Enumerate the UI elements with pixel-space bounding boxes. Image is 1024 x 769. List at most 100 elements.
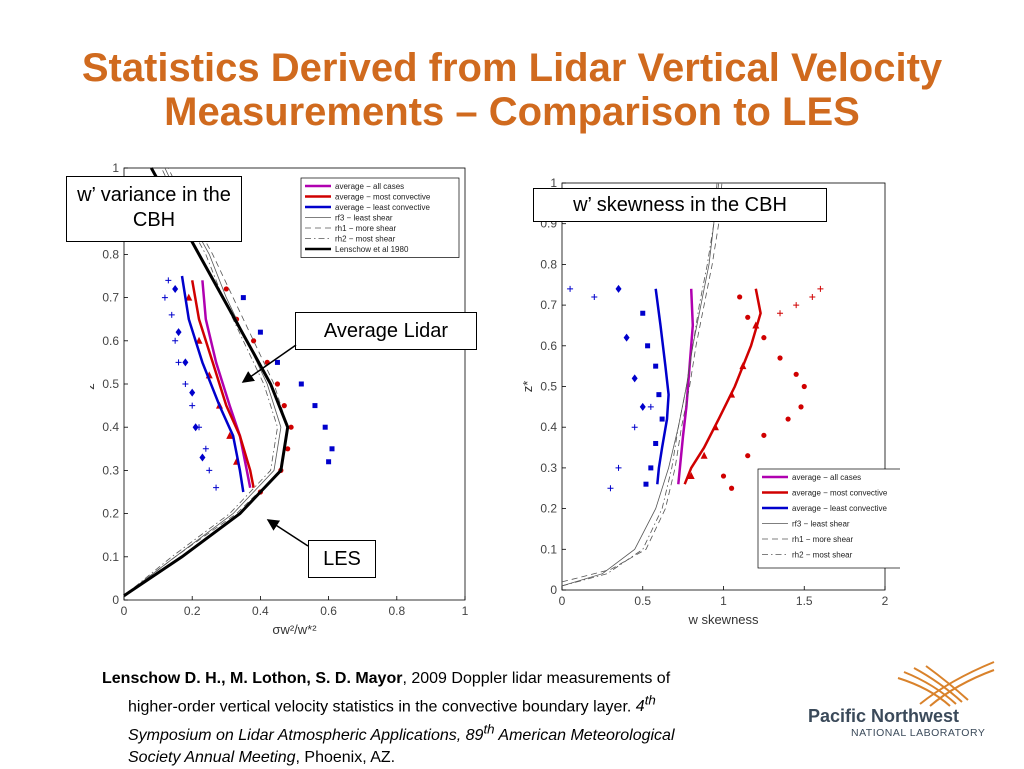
les-callout: LES [308,540,376,578]
reference-line3: Symposium on Lidar Atmospheric Applicati… [102,718,872,746]
data-point [192,423,199,432]
slide-title-line2: Measurements – Comparison to LES [164,90,860,134]
data-point [640,310,646,316]
reference-part2: higher-order vertical velocity statistic… [128,698,636,716]
reference-sup2: th [483,721,495,737]
les-callout-text: LES [323,548,361,570]
series-line [654,288,670,485]
data-point [645,343,651,349]
legend-label: rh2 − most shear [335,235,396,244]
x-tick-label: 0 [121,604,128,618]
series-line [123,167,278,597]
data-point [165,277,172,284]
data-point [785,416,791,422]
y-tick-label: 0.3 [102,463,119,477]
legend-label: average − most convective [792,489,888,498]
legend-label: rh1 − more shear [335,224,396,233]
y-tick-label: 0.1 [540,542,557,556]
data-point [643,481,649,487]
reference-part1: , 2009 Doppler lidar measurements of [402,670,671,687]
data-point [607,485,614,492]
skewness-callout: w’ skewness in the CBH [533,188,827,222]
skewness-callout-text: w’ skewness in the CBH [573,194,787,216]
reference-line1: Lenschow D. H., M. Lothon, S. D. Mayor, … [102,668,872,690]
y-tick-label: 0.7 [102,291,119,305]
data-point [329,446,335,452]
x-tick-label: 0.6 [320,604,337,618]
data-point [226,431,234,439]
x-tick-label: 1 [462,604,469,618]
x-tick-label: 1.5 [796,594,813,608]
x-tick-label: 1 [720,594,727,608]
data-point [817,285,824,292]
reference: Lenschow D. H., M. Lothon, S. D. Mayor, … [102,668,872,769]
reference-line2: higher-order vertical velocity statistic… [102,690,872,718]
legend-label: rf3 − least shear [792,520,850,529]
data-point [793,371,799,377]
series-line [683,288,762,485]
data-point [285,446,291,452]
data-point [213,484,220,491]
data-point [206,467,213,474]
reference-ordinal-sup: th [644,693,656,708]
data-point [647,403,654,410]
data-point [189,402,196,409]
legend-label: average − all cases [335,182,404,191]
data-point [326,459,332,465]
data-point [761,432,767,438]
legend-label: average − most convective [335,193,431,202]
avg-lidar-arrow [241,344,297,383]
data-point [687,472,695,480]
pnnl-logo-icon [897,661,995,707]
data-point [257,329,263,335]
y-tick-label: 1 [112,161,119,175]
data-point [745,453,751,459]
x-axis-label: w skewness [687,612,759,627]
y-tick-label: 0.3 [540,461,557,475]
x-tick-label: 0.5 [634,594,651,608]
y-tick-label: 0.2 [540,502,557,516]
x-tick-label: 0.2 [184,604,201,618]
skewness-chart: 0 0.5 1 1.5 200.10.20.30.40.50.60.70.80.91w … [520,176,900,627]
legend-label: average − least convective [792,504,887,513]
data-point [615,284,622,293]
y-tick-label: 0.5 [102,377,119,391]
data-point [288,424,294,430]
y-tick-label: 0.4 [540,420,557,434]
data-point [793,302,800,309]
data-point [615,464,622,471]
reference-ordinal: 4 [635,698,645,716]
data-point [591,293,598,300]
slide-title-line1: Statistics Derived from Lidar Vertical V… [81,46,943,90]
data-point [312,403,318,409]
data-point [281,403,287,409]
reference-authors: Lenschow D. H., M. Lothon, S. D. Mayor [102,670,403,687]
data-point [185,293,193,301]
data-point [161,294,168,301]
series-line [201,280,252,488]
data-point [653,440,659,446]
x-axis-label: σw²/w*² [272,622,317,637]
y-tick-label: 0 [112,593,119,607]
y-tick-label: 0.4 [102,420,119,434]
avg-lidar-callout: Average Lidar [295,312,477,350]
series-line [677,288,695,485]
series-line [561,182,723,583]
data-point [777,355,783,361]
logo-subname: NATIONAL LABORATORY [851,727,986,739]
legend-label: average − least convective [335,203,430,212]
reference-line4: Society Annual Meeting, Phoenix, AZ. [102,747,872,769]
data-point [761,335,767,341]
data-point [202,445,209,452]
data-point [623,333,630,342]
x-tick-label: 0.8 [388,604,405,618]
data-point [274,381,281,387]
data-point [199,453,206,462]
variance-callout: w’ variance in the CBH [66,176,242,242]
data-point [631,374,638,383]
y-tick-label: 1 [550,176,557,190]
data-point [322,424,328,430]
y-tick-label: 0.7 [540,298,557,312]
data-point [223,286,229,292]
